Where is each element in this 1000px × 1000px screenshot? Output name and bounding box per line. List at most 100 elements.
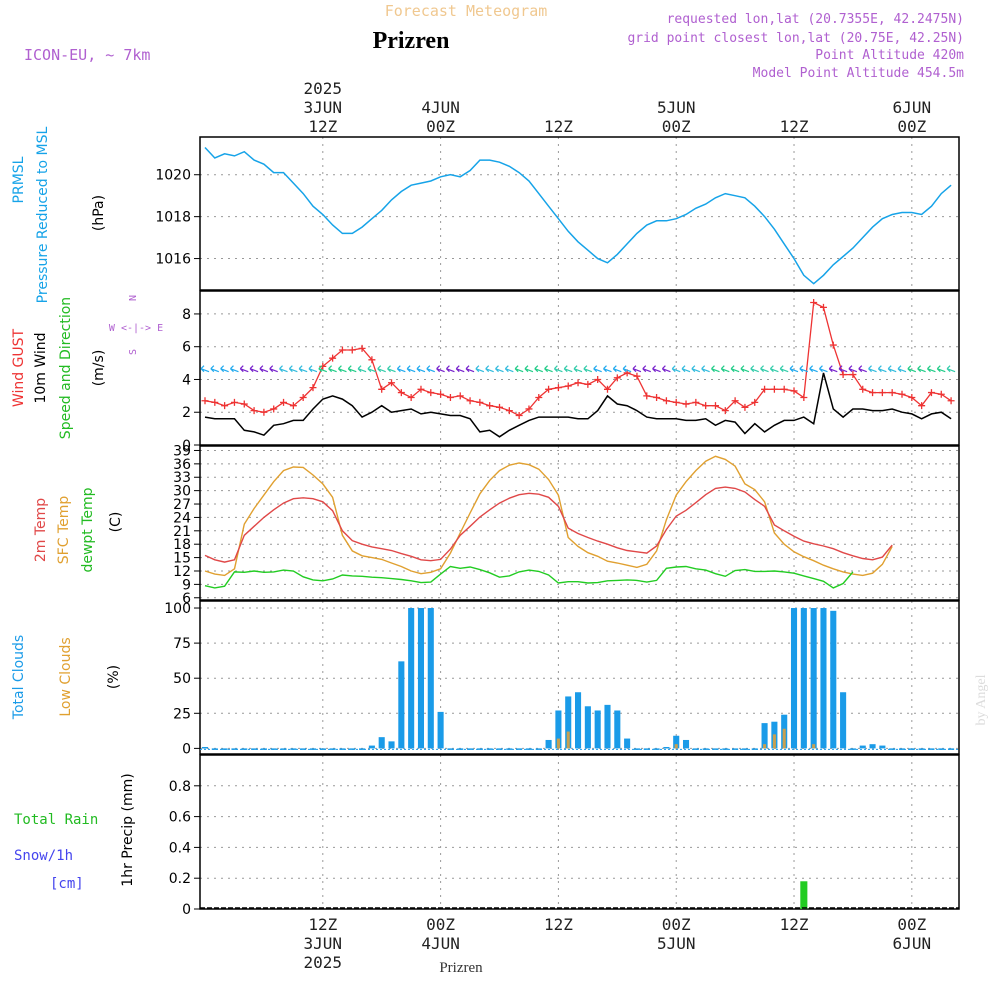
- temperature-ytick-label: 21: [173, 524, 191, 540]
- footer-location: Prizren: [439, 960, 483, 976]
- wind-direction-arrow: [789, 365, 799, 373]
- wind-direction-arrow: [249, 365, 259, 373]
- wind-gust-marker: [810, 298, 818, 306]
- total-clouds-bar: [751, 748, 758, 750]
- total-clouds-bar: [211, 748, 218, 750]
- total-clouds-bar: [928, 748, 935, 750]
- precip-ytick-label: 0.2: [169, 871, 191, 887]
- clouds-label-low: Low Clouds: [58, 637, 74, 716]
- temperature-ytick-label: 9: [182, 577, 191, 593]
- wind-direction-arrow: [642, 365, 651, 373]
- wind-gust-marker: [790, 387, 798, 395]
- wind-direction-arrow: [887, 365, 897, 373]
- wind-direction-arrow: [210, 365, 220, 373]
- low-clouds-bar: [674, 744, 678, 749]
- temperature-ytick-label: 36: [173, 457, 191, 473]
- wind-gust-marker: [427, 389, 435, 397]
- pressure-frame: [199, 136, 960, 291]
- wind-gust-marker: [839, 371, 847, 379]
- wind-direction-arrow: [200, 365, 210, 373]
- total-clouds-bar: [614, 710, 621, 749]
- total-clouds-bar: [545, 739, 552, 749]
- wind-direction-arrow: [288, 365, 298, 373]
- clouds-ytick-label: 75: [173, 636, 191, 652]
- wind-gust-marker: [270, 405, 278, 413]
- clouds-ytick-label: 25: [173, 706, 191, 722]
- total-clouds-bar: [378, 737, 385, 749]
- wind-direction-arrow: [593, 365, 602, 373]
- pressure-ytick-label: 1016: [155, 252, 191, 268]
- bottom-time-label: 5JUN: [657, 934, 696, 953]
- temperature-ytick-label: 27: [173, 497, 191, 513]
- wind-gust-marker: [947, 397, 955, 405]
- total-clouds-bar: [535, 748, 542, 750]
- precip-label-cm: [cm]: [50, 876, 84, 892]
- precip-label-rain: Total Rain: [14, 812, 98, 828]
- wind-gust-marker: [280, 398, 288, 406]
- bottom-time-label: 3JUN: [304, 934, 343, 953]
- requested-location: requested lon,lat (20.7355E, 42.2475N): [667, 12, 964, 27]
- total-clouds-bar: [447, 748, 454, 750]
- wind-gust-marker: [574, 379, 582, 387]
- wind-direction-arrow: [269, 365, 278, 373]
- low-clouds-bar: [772, 734, 776, 749]
- total-clouds-bar: [859, 745, 866, 749]
- total-clouds-bar: [712, 748, 719, 750]
- wind-direction-arrow: [347, 365, 357, 373]
- temp-unit: (C): [108, 512, 124, 533]
- wind-direction-arrow: [387, 365, 396, 373]
- clouds-ytick-label: 100: [164, 601, 191, 617]
- bottom-time-label: 6JUN: [893, 934, 932, 953]
- wind-gust-marker: [819, 303, 827, 311]
- total-clouds-bar: [555, 710, 562, 749]
- total-clouds-bar: [879, 745, 886, 749]
- wind-direction-arrow: [730, 365, 740, 373]
- wind-direction-arrow: [907, 365, 917, 373]
- wind-gust-marker: [397, 389, 405, 397]
- total-clouds-bar: [231, 748, 238, 750]
- wind-direction-arrow: [681, 365, 691, 373]
- wind-direction-arrow: [927, 365, 936, 373]
- total-clouds-bar: [201, 746, 209, 749]
- wind-gust-marker: [888, 389, 896, 397]
- wind-direction-arrow: [308, 365, 318, 373]
- wind-gust-marker: [702, 402, 710, 410]
- wind-gust-line: [204, 301, 952, 417]
- pressure-unit: (hPa): [91, 195, 107, 231]
- wind-gust-marker: [859, 385, 867, 393]
- wind-direction-arrow: [239, 365, 249, 373]
- wind-direction-arrow: [779, 365, 789, 373]
- bottom-time-label: 2025: [304, 953, 343, 972]
- wind-gust-marker: [446, 393, 454, 401]
- wind-gust-marker: [751, 398, 759, 406]
- wind-gust-marker: [329, 354, 337, 362]
- total-clouds-bar: [908, 748, 915, 750]
- precip-label-snow: Snow/1h: [14, 848, 73, 864]
- top-time-label: 3JUN: [304, 98, 343, 117]
- wind-gust-marker: [289, 402, 297, 410]
- low-clouds-bar: [763, 744, 767, 749]
- wind-gust-marker: [594, 375, 602, 383]
- wind-gust-marker: [338, 346, 346, 354]
- temperature-ytick-label: 33: [173, 470, 191, 486]
- wind-gust-marker: [770, 385, 778, 393]
- precip-ytick-label: 0.8: [169, 779, 191, 795]
- wind-direction-arrow: [809, 365, 818, 373]
- wind-direction-arrow: [583, 365, 593, 373]
- dewpt-line: [204, 565, 854, 589]
- total-clouds-bar: [368, 745, 375, 749]
- total-clouds-bar: [575, 692, 582, 749]
- wind-direction-arrow: [495, 365, 504, 373]
- wind-gust-marker: [672, 398, 680, 406]
- wind-gust-marker: [466, 397, 474, 405]
- wind-direction-arrow: [504, 365, 514, 373]
- wind-direction-arrow: [622, 365, 632, 373]
- wind-gust-marker: [682, 400, 690, 408]
- total-clouds-bar: [594, 710, 601, 749]
- wind-gust-marker: [437, 390, 445, 398]
- wind-gust-marker: [240, 400, 248, 408]
- wind-direction-arrow: [446, 365, 455, 373]
- low-clouds-bar: [556, 738, 560, 749]
- wind-direction-arrow: [848, 365, 858, 373]
- precip-unit: 1hr Precip (mm): [120, 773, 136, 886]
